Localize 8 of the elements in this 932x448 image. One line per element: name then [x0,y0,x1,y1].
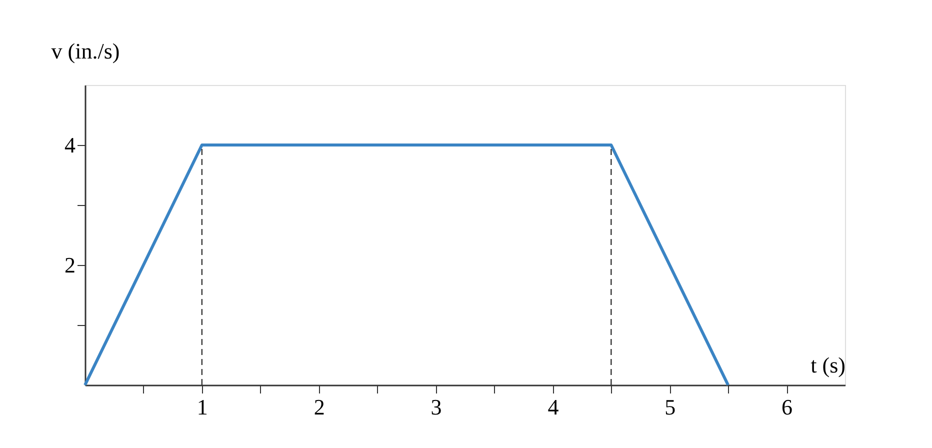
x-axis-title: t (s) [810,352,846,378]
x-tick-label: 5 [664,394,676,420]
y-axis-title: v (in./s) [51,38,120,64]
x-tick-label: 2 [314,394,325,420]
x-tick-label: 1 [196,394,208,420]
x-tick-label: 3 [430,394,442,420]
x-tick-label: 6 [782,394,793,420]
x-tick-label: 4 [548,394,559,420]
